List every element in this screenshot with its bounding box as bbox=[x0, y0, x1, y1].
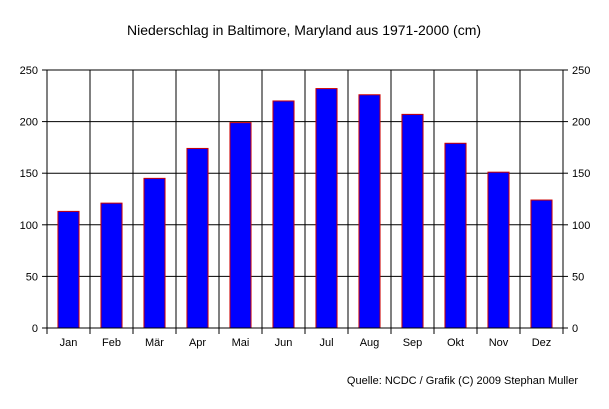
chart-title: Niederschlag in Baltimore, Maryland aus … bbox=[127, 22, 481, 38]
x-tick-label-5: Jun bbox=[275, 337, 293, 349]
y-tick-label-left-5: 250 bbox=[20, 65, 38, 77]
y-tick-label-left-2: 100 bbox=[20, 220, 38, 232]
source-note: Quelle: NCDC / Grafik (C) 2009 Stephan M… bbox=[347, 375, 578, 387]
bar-10 bbox=[487, 171, 510, 329]
y-tick-label-left-1: 50 bbox=[26, 271, 38, 283]
grid-lines bbox=[47, 70, 563, 328]
x-tick-label-3: Apr bbox=[189, 337, 206, 349]
x-tick-label-0: Jan bbox=[60, 337, 78, 349]
x-axis: Jan Feb Mär Apr Mai Jun Jul Aug Sep Okt Nov Dez bbox=[46, 328, 564, 349]
bar-7 bbox=[358, 94, 381, 329]
y-tick-label-right-2: 100 bbox=[572, 220, 590, 232]
y-axis-left: 0 50 100 150 200 250 bbox=[20, 65, 47, 335]
y-axis-right: 0 50 100 150 200 250 bbox=[563, 65, 590, 335]
y-tick-label-right-1: 50 bbox=[572, 271, 584, 283]
y-tick-label-left-4: 200 bbox=[20, 117, 38, 129]
x-tick-label-9: Okt bbox=[447, 337, 464, 349]
bar-3 bbox=[186, 147, 209, 329]
x-tick-label-4: Mai bbox=[232, 337, 250, 349]
x-tick-label-8: Sep bbox=[403, 337, 423, 349]
x-tick-label-11: Dez bbox=[532, 337, 552, 349]
x-tick-label-6: Jul bbox=[319, 337, 333, 349]
bar-2 bbox=[143, 177, 166, 329]
bar-8 bbox=[401, 113, 424, 329]
bar-0 bbox=[57, 210, 80, 329]
y-tick-label-right-0: 0 bbox=[572, 323, 578, 335]
bar-5 bbox=[272, 100, 295, 329]
bar-1 bbox=[100, 202, 123, 329]
x-tick-label-10: Nov bbox=[489, 337, 509, 349]
x-tick-label-7: Aug bbox=[360, 337, 380, 349]
bar-11 bbox=[530, 199, 553, 329]
bar-4 bbox=[229, 122, 252, 329]
y-tick-label-right-5: 250 bbox=[572, 65, 590, 77]
y-tick-label-right-3: 150 bbox=[572, 168, 590, 180]
plot-frame bbox=[46, 69, 564, 329]
bar-6 bbox=[315, 88, 338, 329]
x-tick-label-2: Mär bbox=[145, 337, 164, 349]
y-tick-label-left-3: 150 bbox=[20, 168, 38, 180]
y-tick-label-left-0: 0 bbox=[32, 323, 38, 335]
bar-9 bbox=[444, 142, 467, 329]
y-tick-label-right-4: 200 bbox=[572, 117, 590, 129]
x-tick-label-1: Feb bbox=[102, 337, 121, 349]
